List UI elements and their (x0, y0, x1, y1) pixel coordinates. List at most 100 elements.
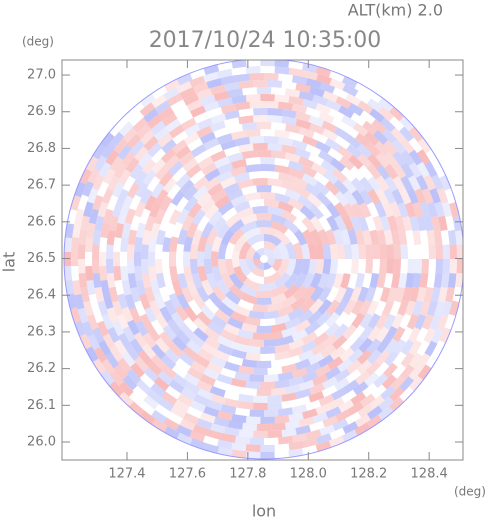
echo-cell (135, 320, 149, 337)
echo-cell (164, 299, 177, 316)
echo-cell (125, 344, 140, 361)
echo-cell (408, 352, 423, 369)
echo-cell (345, 134, 362, 149)
echo-cell (164, 348, 180, 364)
echo-cell (295, 147, 311, 160)
echo-cell (274, 60, 290, 68)
echo-cell (231, 348, 247, 360)
echo-cell (190, 243, 199, 259)
echo-cell (231, 442, 247, 452)
echo-cell (393, 244, 401, 259)
echo-cell (341, 214, 355, 232)
echo-cell (186, 279, 199, 297)
echo-cell (105, 149, 120, 166)
echo-cell (334, 190, 350, 207)
echo-cell (239, 259, 252, 277)
echo-cell (332, 273, 344, 290)
echo-cell (203, 405, 220, 418)
echo-cell (120, 266, 129, 282)
echo-cell (315, 440, 332, 452)
echo-cell (230, 130, 247, 141)
echo-cell (208, 291, 223, 308)
echo-cell (280, 294, 298, 309)
echo-cell (428, 259, 436, 274)
echo-cell (253, 79, 268, 88)
echo-cell (387, 286, 398, 303)
echo-cell (414, 188, 427, 205)
echo-cell (424, 340, 438, 357)
echo-cell (121, 195, 134, 212)
echo-cell (313, 332, 330, 347)
echo-cell (192, 292, 206, 310)
echo-cell (146, 326, 161, 342)
echo-cell (369, 272, 380, 289)
echo-cell (238, 365, 254, 375)
echo-cell (267, 178, 284, 188)
echo-cell (213, 349, 230, 362)
echo-cell (127, 244, 135, 259)
echo-cell (362, 120, 378, 136)
echo-cell (156, 229, 166, 246)
echo-cell (288, 338, 305, 351)
echo-cell (267, 330, 284, 340)
echo-cell (372, 259, 380, 274)
echo-cell (83, 201, 94, 218)
echo-cell (267, 394, 283, 403)
echo-cell (197, 156, 214, 170)
echo-cell (456, 244, 463, 259)
echo-cell (408, 364, 423, 381)
echo-cell (142, 169, 157, 186)
echo-cell (328, 396, 345, 410)
echo-cell (454, 272, 463, 288)
echo-cell (114, 222, 125, 239)
echo-cell (372, 215, 384, 232)
echo-cell (192, 185, 209, 201)
echo-cell (322, 243, 331, 259)
echo-cell (100, 132, 115, 148)
echo-cell (221, 296, 238, 311)
echo-cell (150, 279, 161, 296)
echo-cell (218, 243, 228, 259)
echo-cell (343, 299, 357, 316)
echo-cell (322, 415, 339, 428)
echo-cell (317, 299, 333, 315)
echo-cell (343, 379, 360, 394)
echo-cell (108, 215, 119, 232)
echo-cell (392, 175, 406, 192)
echo-cell (334, 201, 349, 219)
echo-cell (284, 188, 301, 201)
echo-cell (220, 229, 235, 246)
echo-cell (202, 71, 219, 83)
echo-cell (322, 259, 331, 275)
echo-cell (179, 87, 196, 100)
echo-cell (301, 165, 318, 178)
echo-cell (340, 114, 357, 129)
echo-cell (274, 94, 290, 103)
y-tick-label: 26.2 (27, 361, 56, 376)
echo-cell (264, 248, 272, 257)
echo-cell (264, 338, 280, 347)
echo-cell (260, 346, 276, 354)
echo-cell (196, 191, 212, 207)
echo-cell (357, 244, 366, 259)
echo-cell (400, 138, 415, 154)
echo-cell (339, 156, 355, 171)
echo-cell (140, 410, 156, 425)
echo-cell (242, 422, 257, 431)
echo-cell (426, 300, 438, 317)
echo-cell (127, 273, 138, 289)
echo-cell (384, 338, 399, 355)
echo-cell (169, 266, 179, 282)
echo-cell (186, 99, 203, 112)
echo-cell (252, 115, 268, 123)
y-tick-label: 26.6 (27, 214, 56, 229)
echo-cell (244, 192, 261, 202)
echo-cell (228, 219, 245, 234)
echo-cell (166, 93, 183, 107)
echo-cell (203, 442, 220, 454)
echo-cell (231, 60, 247, 69)
echo-cell (210, 84, 226, 95)
echo-cell (281, 363, 298, 374)
echo-cell (277, 101, 294, 111)
echo-cell (326, 215, 340, 232)
